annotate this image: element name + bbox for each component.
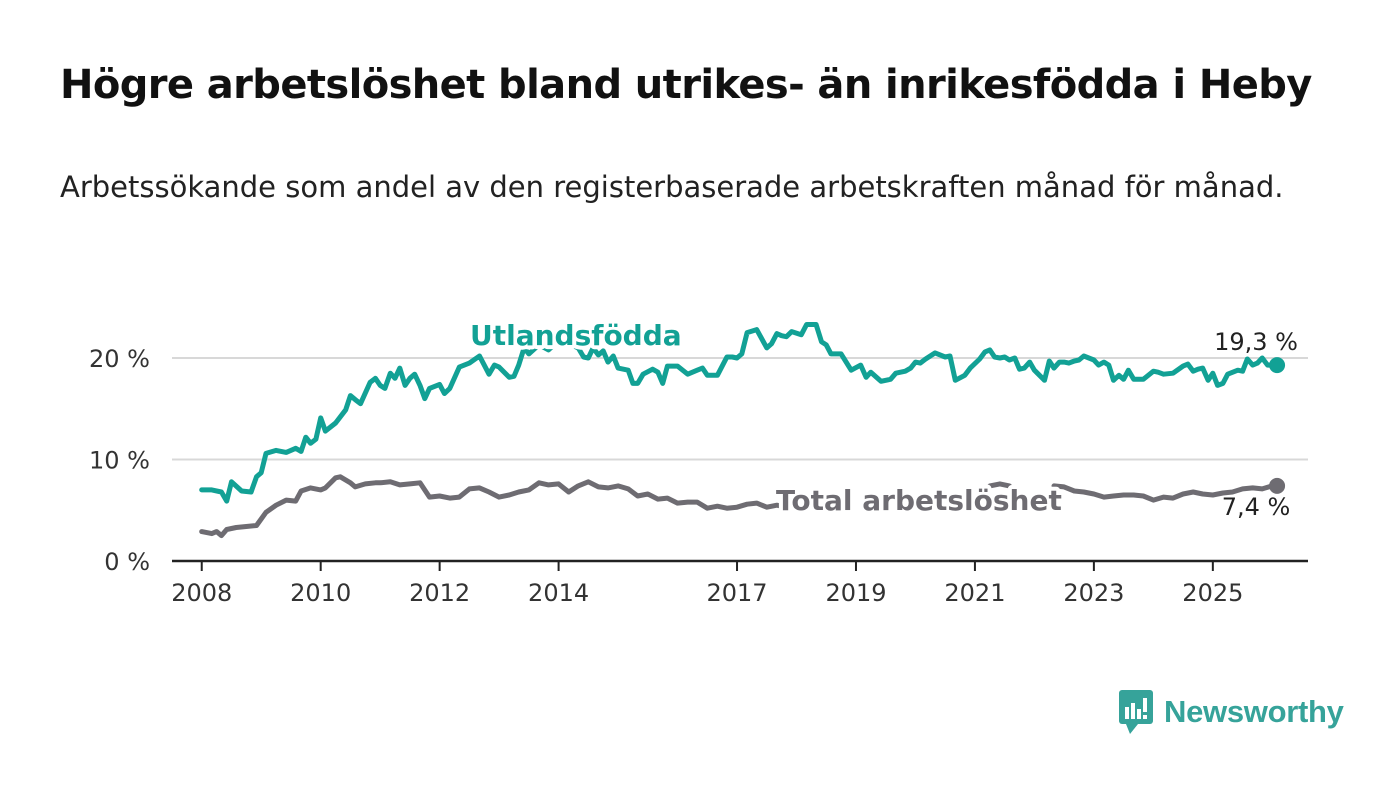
x-tick-label: 2025	[1182, 579, 1243, 607]
endpoint-foreign	[1269, 357, 1286, 374]
gridlines	[172, 357, 1308, 461]
series-label-foreign: Utlandsfödda	[470, 319, 682, 352]
end-label-foreign: 19,3 %	[1214, 328, 1298, 356]
series-label-foreign-halo: Utlandsfödda	[470, 319, 682, 352]
series-line-total	[199, 474, 819, 539]
chart-title: Högre arbetslöshet bland utrikes- än inr…	[60, 62, 1312, 108]
x-tick-label: 2010	[290, 579, 351, 607]
x-tick-label: 2023	[1063, 579, 1124, 607]
x-tick-label: 2008	[171, 579, 232, 607]
series-label-total-halo: Total arbetslöshet	[776, 484, 1062, 517]
series-label-total: Total arbetslöshet	[776, 484, 1062, 517]
x-tick-label: 2014	[528, 579, 589, 607]
y-axis-ticks: 0 % 10 % 20 %	[89, 345, 150, 576]
series-lines	[199, 322, 1286, 539]
x-axis: 2008 2010 2012 2014 2017 2019 2021 2023 2025	[171, 559, 1308, 607]
x-tick-label: 2017	[706, 579, 767, 607]
end-label-total: 7,4 %	[1222, 493, 1291, 521]
y-tick-label: 0 %	[104, 548, 150, 576]
brand-name: Newsworthy	[1164, 694, 1344, 729]
x-tick-label: 2019	[825, 579, 886, 607]
chart-subtitle: Arbetssökande som andel av den registerb…	[60, 170, 1284, 204]
endpoint-total	[1269, 477, 1286, 494]
series-line-total-tail	[1051, 483, 1280, 503]
y-tick-label: 10 %	[89, 447, 150, 475]
newsworthy-logo[interactable]: Newsworthy	[1118, 688, 1344, 736]
x-tick-label: 2012	[409, 579, 470, 607]
y-tick-label: 20 %	[89, 345, 150, 373]
bar-chart-icon	[1119, 690, 1153, 734]
x-tick-label: 2021	[944, 579, 1005, 607]
series-line-foreign	[199, 322, 1280, 504]
series-line-total-mid	[987, 481, 1012, 489]
